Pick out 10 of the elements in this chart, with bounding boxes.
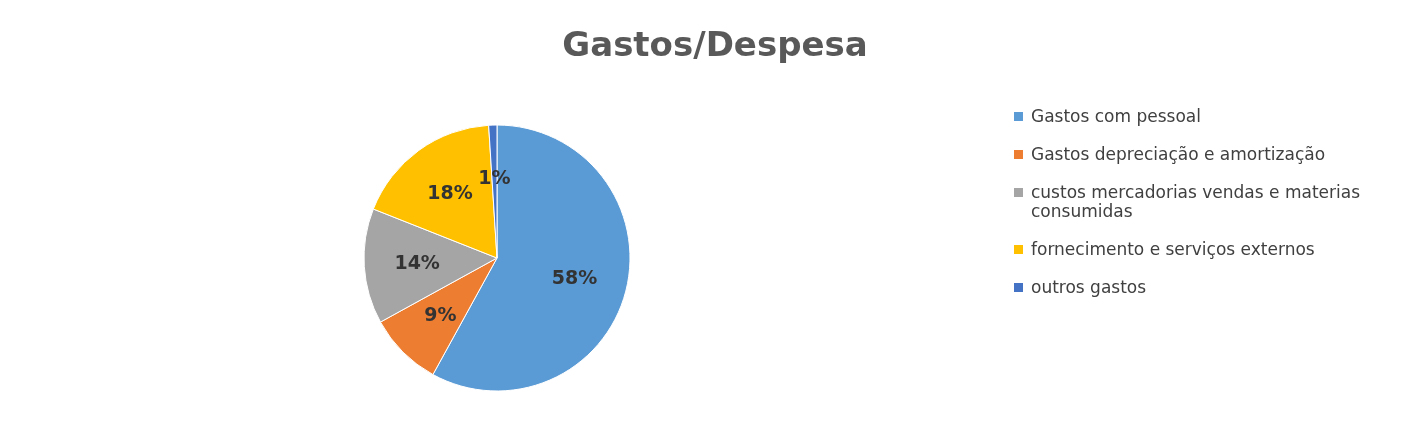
data-label: 14% — [394, 251, 440, 274]
data-label: 18% — [427, 181, 473, 204]
legend-label: Gastos depreciação e amortização — [1031, 143, 1326, 164]
legend-label: fornecimento e serviços externos — [1031, 238, 1315, 259]
legend-label: custos mercadorias vendas e materias consumidas — [1031, 181, 1361, 221]
legend-label: Gastos com pessoal — [1031, 105, 1201, 126]
legend-label: outros gastos — [1031, 276, 1147, 297]
chart-title: Gastos/Despesa — [562, 24, 868, 64]
data-label: 58% — [551, 265, 598, 288]
data-label: 9% — [424, 302, 457, 325]
